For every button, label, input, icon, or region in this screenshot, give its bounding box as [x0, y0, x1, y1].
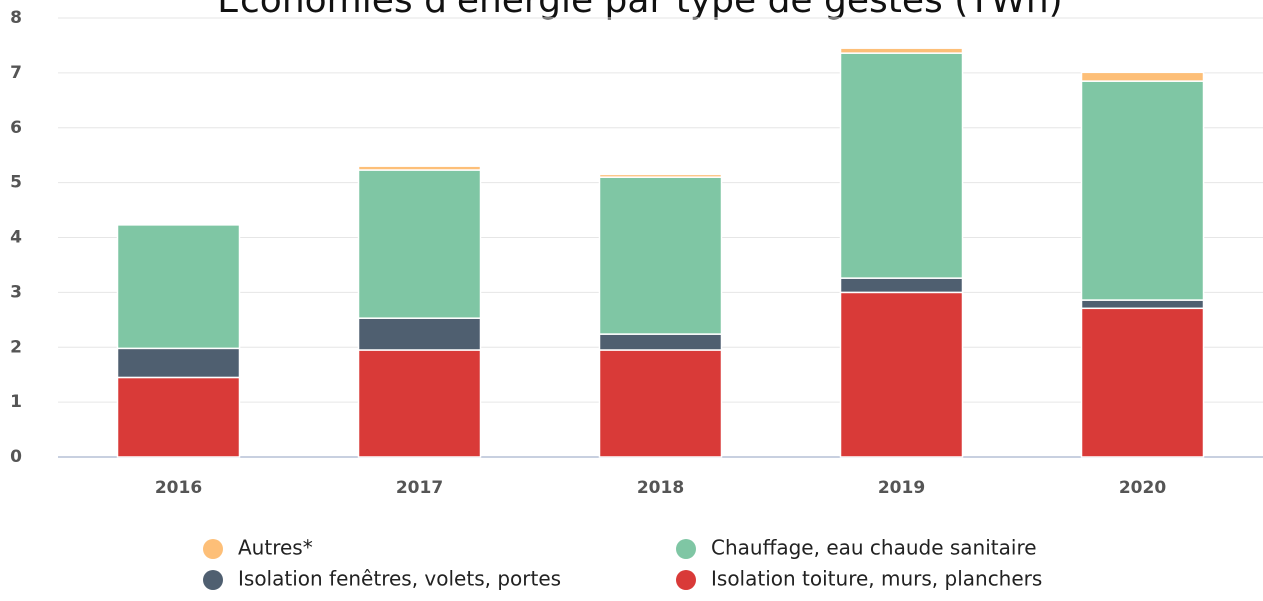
chart-title: Économies d'énergie par type de gestes (…	[217, 0, 1062, 21]
legend-label: Isolation toiture, murs, planchers	[711, 567, 1042, 591]
bar-segment	[1080, 71, 1205, 82]
y-tick-label: 5	[10, 173, 22, 193]
y-tick-label: 1	[10, 392, 22, 412]
bar-segment	[357, 349, 482, 458]
x-tick-label: 2017	[396, 478, 443, 498]
y-tick-label: 2	[10, 337, 22, 357]
bar-segment	[839, 52, 964, 279]
legend-marker	[676, 570, 696, 590]
legend-marker	[203, 539, 223, 559]
bar-segment	[116, 347, 241, 379]
y-tick-label: 6	[10, 118, 22, 138]
bar-segment	[357, 317, 482, 351]
bar-segment	[1080, 80, 1205, 301]
legend-marker	[676, 539, 696, 559]
bar-segment	[839, 291, 964, 458]
bar-segment	[598, 173, 723, 178]
legend-label: Chauffage, eau chaude sanitaire	[711, 536, 1037, 560]
x-tick-label: 2018	[637, 478, 684, 498]
y-tick-label: 3	[10, 282, 22, 302]
bar-segment	[598, 333, 723, 351]
x-tick-label: 2019	[878, 478, 925, 498]
y-tick-label: 4	[10, 228, 22, 248]
bar-segment	[1080, 307, 1205, 458]
bar-segment	[357, 165, 482, 171]
x-tick-label: 2016	[155, 478, 202, 498]
bar-segment	[598, 349, 723, 458]
bar-segment	[116, 224, 241, 350]
legend-label: Autres*	[238, 536, 313, 560]
bar-segment	[116, 376, 241, 458]
bar-segment	[839, 47, 964, 54]
bar-segment	[1080, 299, 1205, 310]
legend-marker	[203, 570, 223, 590]
y-tick-label: 0	[10, 447, 22, 467]
y-tick-label: 7	[10, 63, 22, 83]
bar-segment	[839, 277, 964, 294]
legend-label: Isolation fenêtres, volets, portes	[238, 567, 561, 591]
y-tick-label: 8	[10, 8, 22, 28]
bar-segment	[598, 176, 723, 335]
x-tick-label: 2020	[1119, 478, 1166, 498]
bar-segment	[357, 169, 482, 319]
